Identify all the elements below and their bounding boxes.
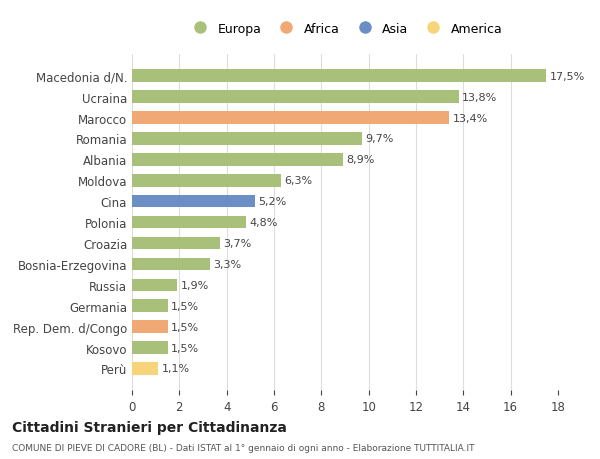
Text: 1,5%: 1,5% bbox=[171, 343, 199, 353]
Text: 13,4%: 13,4% bbox=[452, 113, 488, 123]
Text: 5,2%: 5,2% bbox=[259, 197, 287, 207]
Text: 9,7%: 9,7% bbox=[365, 134, 394, 144]
Text: 4,8%: 4,8% bbox=[249, 218, 278, 228]
Bar bbox=[132, 112, 449, 124]
Bar bbox=[132, 279, 177, 291]
Bar bbox=[132, 174, 281, 187]
Bar bbox=[132, 321, 167, 333]
Bar bbox=[132, 300, 167, 312]
Bar bbox=[132, 341, 167, 354]
Text: 1,5%: 1,5% bbox=[171, 301, 199, 311]
Bar bbox=[132, 258, 210, 271]
Legend: Europa, Africa, Asia, America: Europa, Africa, Asia, America bbox=[182, 18, 508, 41]
Bar bbox=[132, 216, 245, 229]
Text: COMUNE DI PIEVE DI CADORE (BL) - Dati ISTAT al 1° gennaio di ogni anno - Elabora: COMUNE DI PIEVE DI CADORE (BL) - Dati IS… bbox=[12, 443, 475, 452]
Text: 1,9%: 1,9% bbox=[181, 280, 209, 290]
Bar bbox=[132, 133, 362, 146]
Bar bbox=[132, 70, 546, 83]
Bar bbox=[132, 363, 158, 375]
Bar bbox=[132, 237, 220, 250]
Bar bbox=[132, 91, 458, 104]
Text: 17,5%: 17,5% bbox=[550, 72, 585, 82]
Bar bbox=[132, 154, 343, 166]
Text: 3,3%: 3,3% bbox=[214, 259, 242, 269]
Text: 1,5%: 1,5% bbox=[171, 322, 199, 332]
Bar bbox=[132, 196, 255, 208]
Text: 1,1%: 1,1% bbox=[161, 364, 190, 374]
Text: Cittadini Stranieri per Cittadinanza: Cittadini Stranieri per Cittadinanza bbox=[12, 420, 287, 435]
Text: 6,3%: 6,3% bbox=[284, 176, 313, 186]
Text: 13,8%: 13,8% bbox=[462, 92, 497, 102]
Text: 3,7%: 3,7% bbox=[223, 239, 251, 248]
Text: 8,9%: 8,9% bbox=[346, 155, 374, 165]
